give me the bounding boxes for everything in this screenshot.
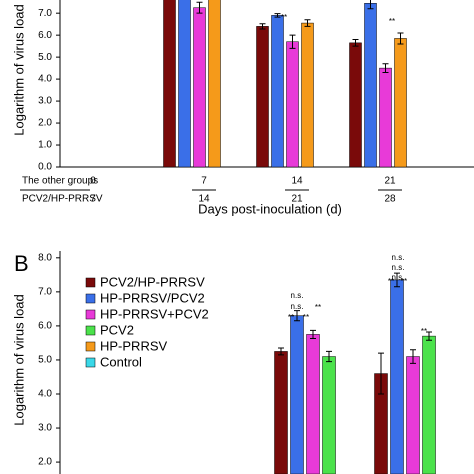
bar bbox=[306, 334, 320, 474]
bar bbox=[394, 38, 407, 167]
bar bbox=[286, 41, 299, 167]
y-tick-label: 1.0 bbox=[38, 140, 52, 151]
bar bbox=[256, 26, 269, 167]
bar bbox=[193, 7, 206, 167]
y-tick-label: 2.0 bbox=[38, 118, 52, 129]
legend-label: Control bbox=[100, 354, 142, 369]
y-tick-label: 5.0 bbox=[38, 355, 52, 366]
y-tick-label: 7.0 bbox=[38, 8, 52, 19]
y-tick-label: 3.0 bbox=[38, 423, 52, 434]
legend-swatch bbox=[85, 309, 96, 320]
error-bar bbox=[278, 347, 284, 356]
bar bbox=[301, 22, 314, 167]
legend-label: HP-PRRSV+PCV2 bbox=[100, 306, 209, 321]
error-bar bbox=[426, 331, 432, 341]
bar bbox=[290, 315, 304, 474]
legend-swatch bbox=[85, 341, 96, 352]
legend-swatch bbox=[85, 357, 96, 368]
error-bar bbox=[259, 23, 266, 30]
error-bar bbox=[397, 32, 404, 45]
error-bar bbox=[196, 1, 203, 14]
annotation: ** bbox=[281, 13, 287, 22]
legend-swatch bbox=[85, 293, 96, 304]
y-tick-label: 0.0 bbox=[38, 162, 52, 173]
x-tick-label: 7 bbox=[201, 176, 207, 187]
bar bbox=[274, 351, 288, 474]
annotation: ** bbox=[388, 277, 394, 286]
bar bbox=[163, 0, 176, 167]
bar bbox=[379, 67, 392, 167]
x-tick-label: 7 bbox=[90, 194, 96, 205]
y-tick-label: 8.0 bbox=[38, 252, 52, 263]
annotation: n.s. bbox=[291, 302, 304, 311]
bar bbox=[271, 15, 284, 167]
x-tick-label: 0 bbox=[90, 176, 96, 187]
annotation: ** bbox=[389, 17, 395, 26]
legend-swatch bbox=[85, 325, 96, 336]
x-row-label: The other groups bbox=[22, 176, 98, 187]
y-tick-label: 6.0 bbox=[38, 321, 52, 332]
bar bbox=[422, 335, 436, 474]
panel-label: B bbox=[14, 251, 29, 276]
x-axis-label: Days post-inoculation (d) bbox=[198, 201, 342, 216]
error-bar bbox=[352, 39, 359, 47]
bar bbox=[178, 0, 191, 167]
annotation: ** bbox=[401, 277, 407, 286]
annotation: ** bbox=[288, 313, 294, 322]
annotation: ** bbox=[421, 327, 427, 336]
error-bar bbox=[289, 34, 296, 49]
x-tick-label: 21 bbox=[384, 176, 396, 187]
annotation: ** bbox=[303, 313, 309, 322]
error-bar bbox=[367, 0, 374, 10]
legend-swatch bbox=[85, 277, 96, 288]
annotation: ** bbox=[315, 303, 321, 312]
annotation: n.s. bbox=[291, 291, 304, 300]
bar bbox=[406, 356, 420, 474]
x-tick-label: 14 bbox=[198, 194, 210, 205]
error-bar bbox=[326, 350, 332, 363]
error-bar bbox=[394, 272, 400, 288]
bar bbox=[322, 356, 336, 474]
y-tick-label: 4.0 bbox=[38, 389, 52, 400]
y-tick-label: 4.0 bbox=[38, 74, 52, 85]
y-tick-label: 2.0 bbox=[38, 457, 52, 468]
error-bar bbox=[378, 352, 384, 395]
x-tick-label: 14 bbox=[291, 176, 303, 187]
y-tick-label: 5.0 bbox=[38, 52, 52, 63]
error-bar bbox=[304, 19, 311, 27]
y-tick-label: 7.0 bbox=[38, 286, 52, 297]
legend-label: PCV2/HP-PRRSV bbox=[100, 274, 205, 289]
error-bar bbox=[410, 349, 416, 364]
y-axis-label: Logarithm of virus load bbox=[11, 294, 26, 426]
error-bar bbox=[274, 13, 281, 18]
legend-label: HP-PRRSV/PCV2 bbox=[100, 290, 205, 305]
x-tick-label: 28 bbox=[384, 194, 396, 205]
error-bar bbox=[294, 310, 300, 322]
legend-label: PCV2 bbox=[100, 322, 134, 337]
annotation: n.s. bbox=[392, 253, 405, 262]
x-row-label: PCV2/HP-PRRSV bbox=[22, 194, 103, 205]
bar bbox=[349, 42, 362, 167]
x-tick-label: 21 bbox=[291, 194, 303, 205]
error-bar bbox=[310, 329, 316, 339]
bar bbox=[390, 279, 404, 474]
bar bbox=[364, 3, 377, 167]
bar bbox=[208, 0, 221, 167]
y-axis-label: Logarithm of virus load bbox=[11, 4, 26, 136]
annotation: n.s. bbox=[392, 273, 405, 282]
error-bar bbox=[382, 63, 389, 74]
legend-label: HP-PRRSV bbox=[100, 338, 168, 353]
annotation: n.s. bbox=[392, 263, 405, 272]
y-tick-label: 3.0 bbox=[38, 96, 52, 107]
y-tick-label: 6.0 bbox=[38, 30, 52, 41]
